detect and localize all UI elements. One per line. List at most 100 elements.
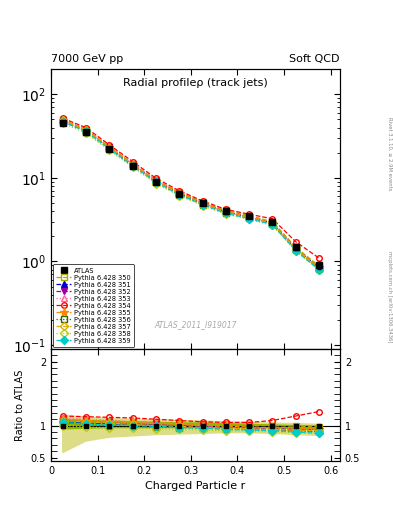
Pythia 6.428 356 (247, 215, 252, 221)
Pythia 6.428 355 (317, 264, 321, 270)
Legend: ATLAS, Pythia 6.428 350, Pythia 6.428 351, Pythia 6.428 352, Pythia 6.428 353, P: ATLAS, Pythia 6.428 350, Pythia 6.428 35… (53, 264, 134, 347)
Pythia 6.428 359 (177, 191, 182, 198)
Pythia 6.428 355 (224, 208, 228, 215)
Line: Pythia 6.428 353: Pythia 6.428 353 (60, 116, 322, 270)
Pythia 6.428 356 (130, 163, 135, 169)
Pythia 6.428 355 (270, 220, 275, 226)
Pythia 6.428 358 (247, 217, 252, 223)
Pythia 6.428 353 (107, 143, 112, 150)
Pythia 6.428 353 (200, 200, 205, 206)
Pythia 6.428 358 (61, 120, 65, 126)
Pythia 6.428 353 (177, 190, 182, 196)
Pythia 6.428 353 (270, 220, 275, 226)
Pythia 6.428 352 (61, 117, 65, 123)
Text: Soft QCD: Soft QCD (290, 54, 340, 64)
Pythia 6.428 354 (224, 206, 228, 212)
Pythia 6.428 357 (247, 215, 252, 221)
Text: ATLAS_2011_I919017: ATLAS_2011_I919017 (154, 321, 237, 329)
Pythia 6.428 356 (177, 191, 182, 198)
Pythia 6.428 351 (177, 190, 182, 197)
Pythia 6.428 359 (224, 210, 228, 217)
Pythia 6.428 357 (270, 221, 275, 227)
Pythia 6.428 351 (317, 265, 321, 271)
Pythia 6.428 353 (293, 246, 298, 252)
Pythia 6.428 352 (154, 178, 158, 184)
Pythia 6.428 359 (293, 247, 298, 253)
Pythia 6.428 354 (84, 124, 88, 131)
Line: Pythia 6.428 351: Pythia 6.428 351 (60, 119, 322, 270)
Pythia 6.428 351 (154, 178, 158, 184)
Pythia 6.428 350 (224, 207, 228, 214)
Pythia 6.428 358 (154, 181, 158, 187)
Pythia 6.428 355 (84, 126, 88, 133)
Polygon shape (63, 419, 319, 430)
Pythia 6.428 357 (130, 162, 135, 168)
Pythia 6.428 353 (224, 209, 228, 215)
Pythia 6.428 352 (177, 190, 182, 197)
Pythia 6.428 350 (293, 244, 298, 250)
Pythia 6.428 355 (293, 245, 298, 251)
Pythia 6.428 354 (107, 142, 112, 148)
Pythia 6.428 358 (200, 203, 205, 209)
Pythia 6.428 359 (317, 267, 321, 273)
Pythia 6.428 359 (270, 222, 275, 228)
Pythia 6.428 357 (154, 179, 158, 185)
Pythia 6.428 350 (61, 117, 65, 123)
Pythia 6.428 354 (200, 198, 205, 204)
Pythia 6.428 358 (84, 130, 88, 136)
Pythia 6.428 354 (61, 115, 65, 121)
Pythia 6.428 351 (293, 246, 298, 252)
Pythia 6.428 350 (154, 177, 158, 183)
Pythia 6.428 353 (154, 177, 158, 183)
Line: Pythia 6.428 357: Pythia 6.428 357 (60, 118, 322, 271)
Line: Pythia 6.428 358: Pythia 6.428 358 (60, 120, 322, 273)
Text: Radial profileρ (track jets): Radial profileρ (track jets) (123, 77, 268, 88)
Pythia 6.428 358 (293, 248, 298, 254)
Pythia 6.428 358 (270, 222, 275, 228)
Pythia 6.428 356 (61, 118, 65, 124)
Pythia 6.428 357 (61, 117, 65, 123)
Pythia 6.428 358 (177, 193, 182, 199)
Pythia 6.428 350 (200, 199, 205, 205)
Pythia 6.428 357 (200, 201, 205, 207)
Pythia 6.428 352 (247, 215, 252, 221)
Pythia 6.428 352 (317, 266, 321, 272)
Pythia 6.428 354 (317, 255, 321, 261)
Pythia 6.428 350 (107, 144, 112, 150)
Pythia 6.428 351 (130, 162, 135, 168)
Pythia 6.428 353 (247, 214, 252, 220)
Pythia 6.428 350 (270, 219, 275, 225)
Pythia 6.428 351 (84, 128, 88, 134)
Pythia 6.428 358 (130, 164, 135, 170)
Pythia 6.428 354 (154, 175, 158, 181)
Pythia 6.428 356 (107, 146, 112, 153)
Pythia 6.428 350 (247, 212, 252, 219)
Pythia 6.428 352 (200, 200, 205, 206)
Pythia 6.428 355 (61, 117, 65, 123)
Pythia 6.428 355 (154, 178, 158, 184)
Pythia 6.428 356 (224, 210, 228, 216)
Pythia 6.428 357 (224, 209, 228, 216)
Text: mcplots.cern.ch [arXiv:1306.3436]: mcplots.cern.ch [arXiv:1306.3436] (387, 251, 392, 343)
Polygon shape (63, 415, 319, 453)
Pythia 6.428 350 (317, 263, 321, 269)
Pythia 6.428 352 (224, 209, 228, 216)
Pythia 6.428 354 (293, 239, 298, 245)
Pythia 6.428 354 (247, 211, 252, 217)
Pythia 6.428 354 (270, 216, 275, 222)
Pythia 6.428 352 (130, 161, 135, 167)
Pythia 6.428 356 (200, 201, 205, 207)
Pythia 6.428 359 (247, 216, 252, 222)
Pythia 6.428 356 (293, 247, 298, 253)
Pythia 6.428 351 (200, 200, 205, 206)
Pythia 6.428 353 (84, 126, 88, 132)
Pythia 6.428 351 (107, 145, 112, 151)
Pythia 6.428 356 (317, 266, 321, 272)
Pythia 6.428 356 (84, 129, 88, 135)
Line: Pythia 6.428 356: Pythia 6.428 356 (60, 119, 322, 271)
Y-axis label: Ratio to ATLAS: Ratio to ATLAS (15, 369, 25, 440)
Pythia 6.428 357 (107, 145, 112, 151)
Pythia 6.428 357 (293, 246, 298, 252)
Line: Pythia 6.428 350: Pythia 6.428 350 (60, 117, 322, 269)
Pythia 6.428 351 (270, 220, 275, 226)
